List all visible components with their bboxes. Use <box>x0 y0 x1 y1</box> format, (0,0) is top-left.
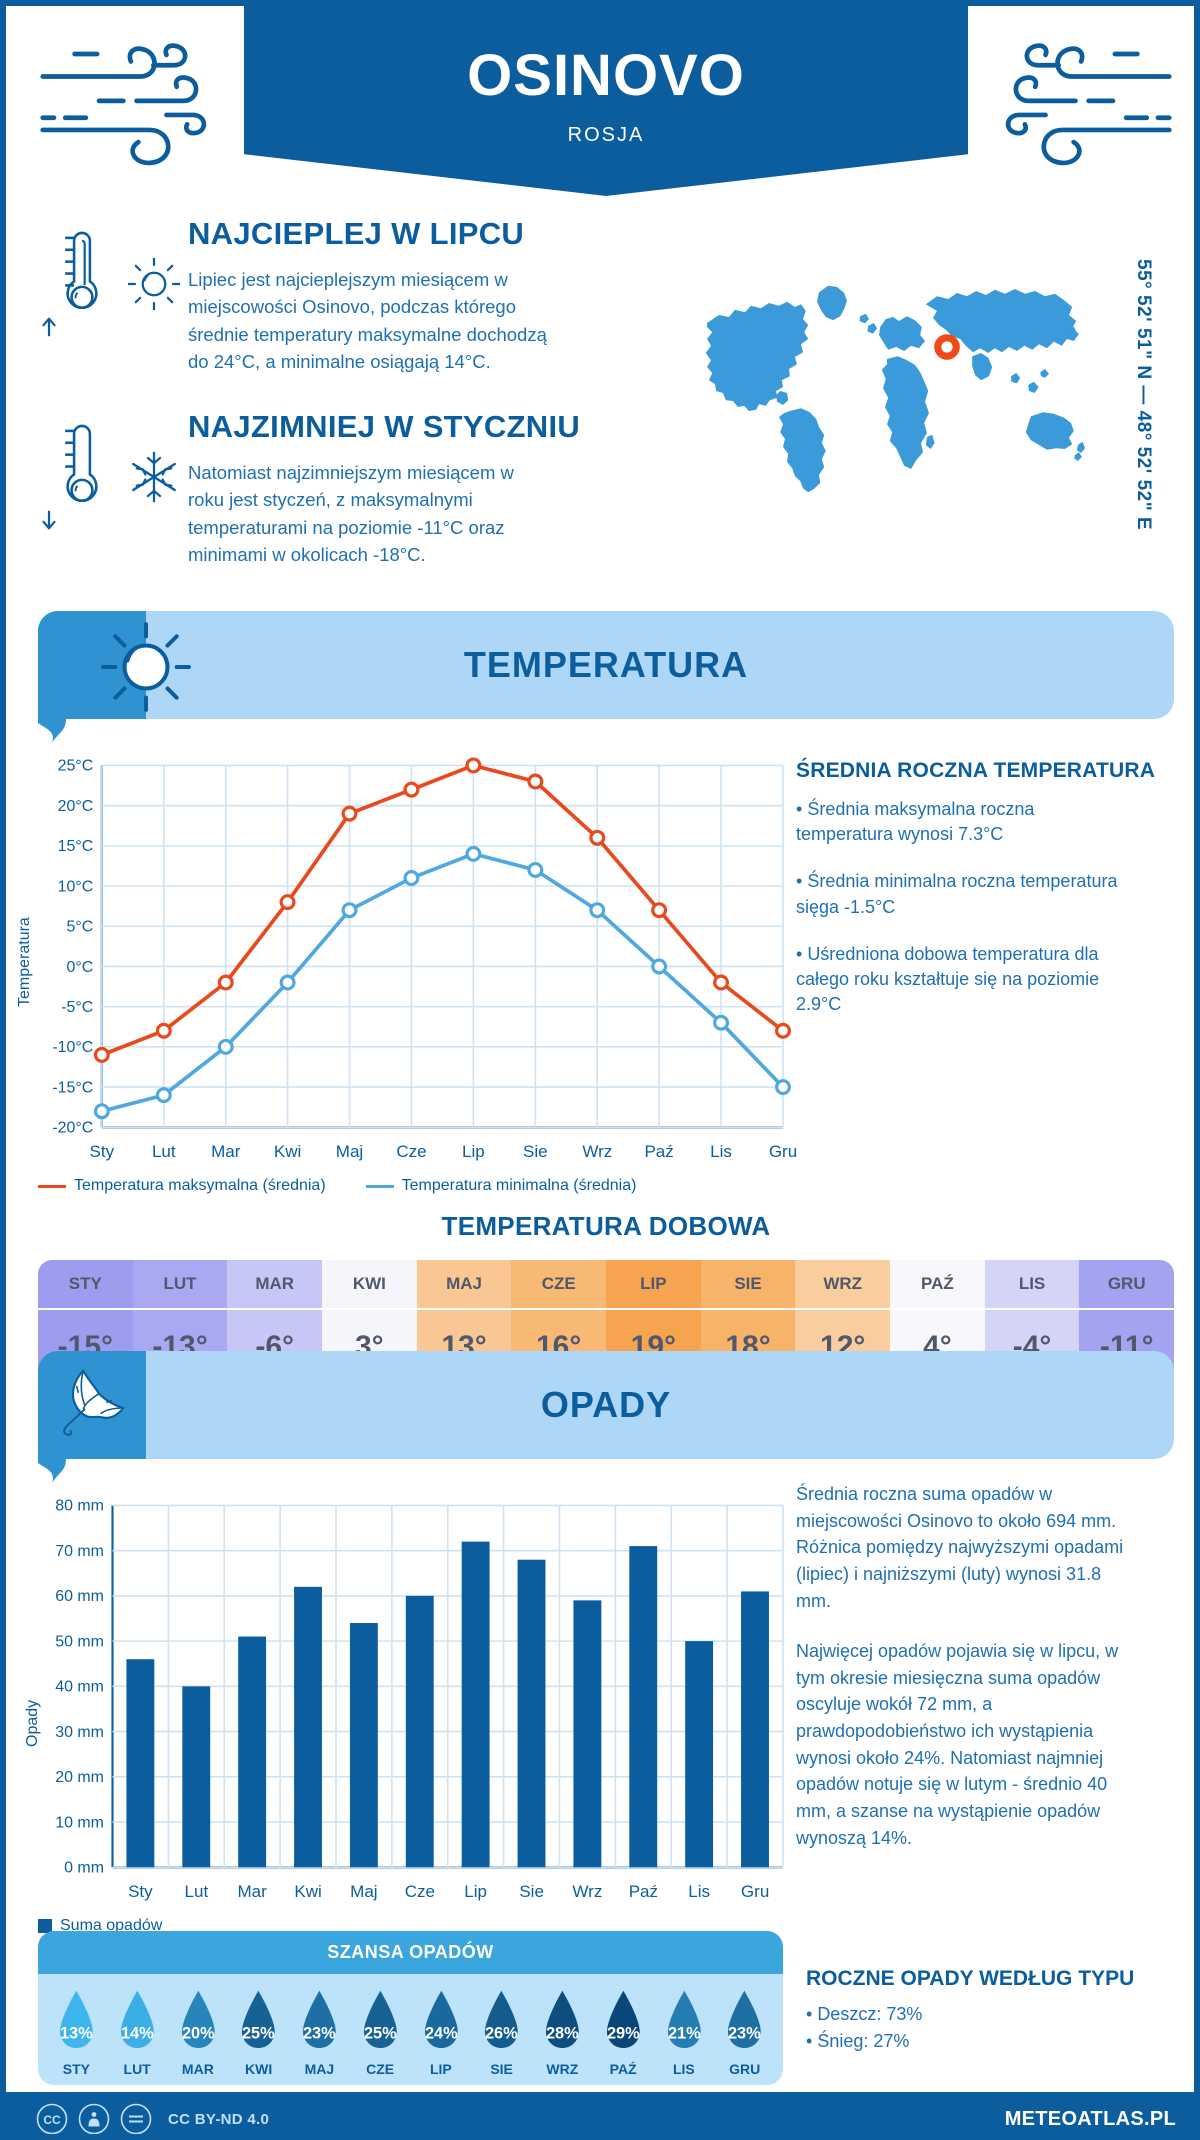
svg-text:14%: 14% <box>121 2024 154 2042</box>
svg-text:29%: 29% <box>607 2024 640 2042</box>
svg-text:-5°C: -5°C <box>61 999 93 1016</box>
svg-text:20°C: 20°C <box>58 798 94 815</box>
svg-text:Gru: Gru <box>741 1882 769 1901</box>
svg-text:60 mm: 60 mm <box>55 1588 104 1605</box>
svg-text:Mar: Mar <box>237 1882 267 1901</box>
svg-text:25%: 25% <box>242 2024 275 2042</box>
svg-text:80 mm: 80 mm <box>55 1498 104 1515</box>
svg-text:28%: 28% <box>546 2024 579 2042</box>
svg-text:-10°C: -10°C <box>52 1039 93 1056</box>
svg-text:-15°C: -15°C <box>52 1079 93 1096</box>
svg-text:23%: 23% <box>728 2024 761 2042</box>
svg-text:Paź: Paź <box>629 1882 658 1901</box>
svg-text:Sty: Sty <box>90 1142 115 1161</box>
svg-text:Lip: Lip <box>462 1142 485 1161</box>
svg-text:Kwi: Kwi <box>274 1142 301 1161</box>
svg-text:0 mm: 0 mm <box>64 1860 104 1877</box>
svg-text:Sie: Sie <box>523 1142 548 1161</box>
svg-text:10°C: 10°C <box>58 878 94 895</box>
svg-text:5°C: 5°C <box>67 919 94 936</box>
svg-text:Lis: Lis <box>688 1882 710 1901</box>
svg-text:21%: 21% <box>667 2024 700 2042</box>
svg-text:Gru: Gru <box>769 1142 797 1161</box>
svg-text:Lut: Lut <box>152 1142 176 1161</box>
svg-text:Lis: Lis <box>710 1142 732 1161</box>
svg-text:25%: 25% <box>364 2024 397 2042</box>
svg-text:CC: CC <box>43 2113 61 2127</box>
svg-text:23%: 23% <box>303 2024 336 2042</box>
svg-text:15°C: 15°C <box>58 838 94 855</box>
svg-text:26%: 26% <box>485 2024 518 2042</box>
svg-text:30 mm: 30 mm <box>55 1724 104 1741</box>
svg-text:Paź: Paź <box>644 1142 673 1161</box>
svg-text:Lut: Lut <box>185 1882 209 1901</box>
svg-text:20 mm: 20 mm <box>55 1769 104 1786</box>
svg-text:10 mm: 10 mm <box>55 1814 104 1831</box>
svg-text:Cze: Cze <box>405 1882 435 1901</box>
svg-text:Maj: Maj <box>350 1882 377 1901</box>
svg-text:Lip: Lip <box>464 1882 487 1901</box>
svg-text:13%: 13% <box>60 2024 93 2042</box>
svg-text:Wrz: Wrz <box>572 1882 602 1901</box>
svg-text:Mar: Mar <box>211 1142 241 1161</box>
svg-text:Kwi: Kwi <box>294 1882 321 1901</box>
svg-text:0°C: 0°C <box>67 959 94 976</box>
svg-text:Sie: Sie <box>519 1882 544 1901</box>
svg-text:25°C: 25°C <box>58 758 94 775</box>
svg-text:Maj: Maj <box>336 1142 363 1161</box>
svg-text:40 mm: 40 mm <box>55 1679 104 1696</box>
svg-text:50 mm: 50 mm <box>55 1633 104 1650</box>
svg-text:20%: 20% <box>181 2024 214 2042</box>
svg-text:Wrz: Wrz <box>582 1142 612 1161</box>
svg-text:70 mm: 70 mm <box>55 1543 104 1560</box>
svg-text:-20°C: -20°C <box>52 1120 93 1137</box>
svg-text:Sty: Sty <box>128 1882 153 1901</box>
svg-text:Cze: Cze <box>396 1142 426 1161</box>
svg-text:24%: 24% <box>424 2024 457 2042</box>
